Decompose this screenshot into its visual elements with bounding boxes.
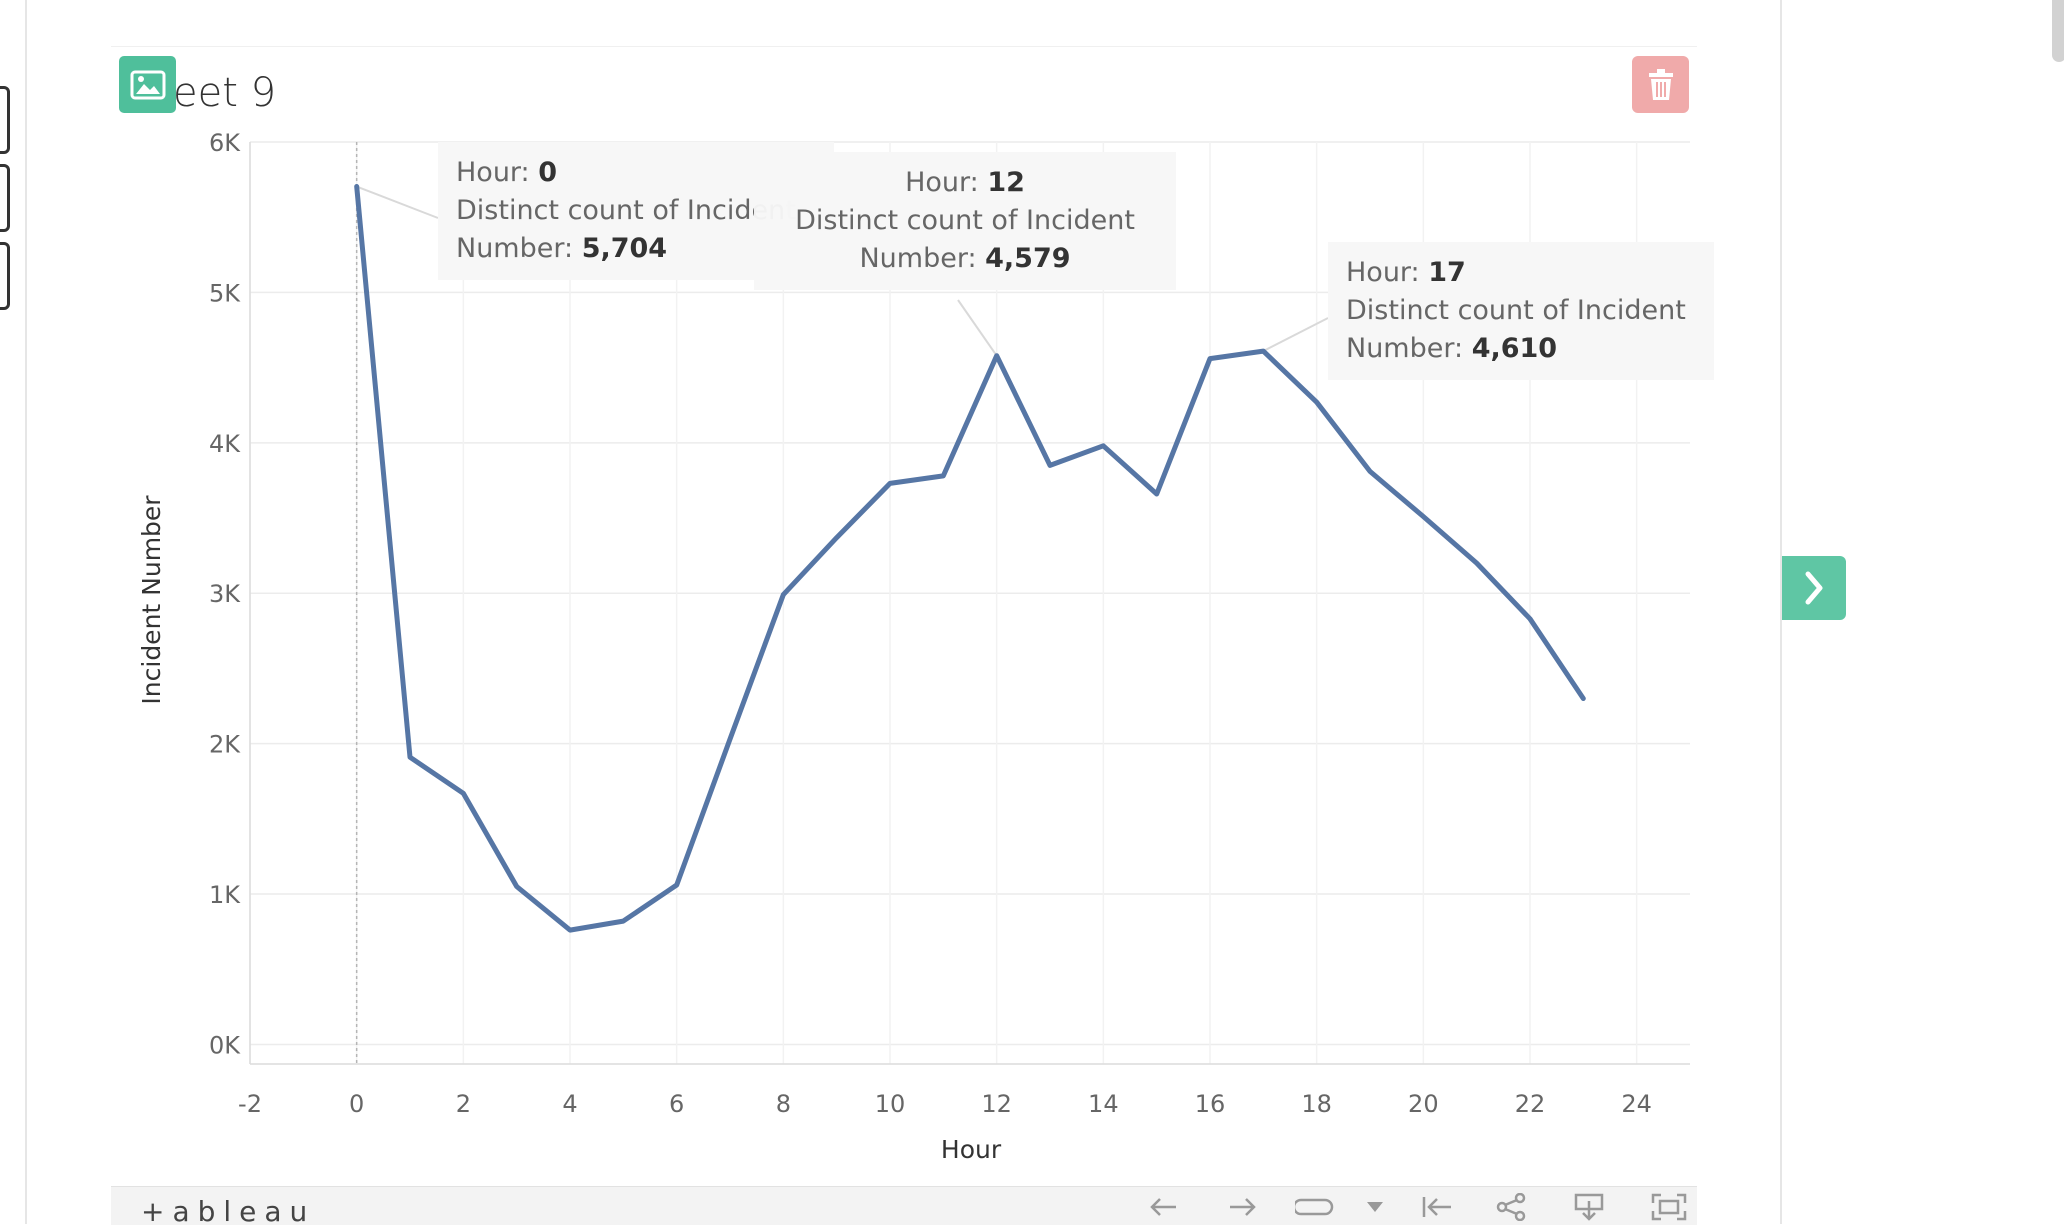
tooltip-label: Hour: bbox=[456, 157, 530, 188]
data-point[interactable] bbox=[884, 477, 896, 489]
data-point[interactable] bbox=[1577, 693, 1589, 705]
data-point[interactable] bbox=[937, 470, 949, 482]
tooltip-leader-line bbox=[356, 185, 439, 219]
data-point[interactable] bbox=[617, 915, 629, 927]
tooltip-label: Hour: bbox=[1346, 257, 1420, 288]
x-tick-label: 18 bbox=[1301, 1090, 1332, 1118]
scrollbar[interactable] bbox=[2052, 0, 2064, 62]
data-point[interactable] bbox=[1417, 511, 1429, 523]
data-point[interactable] bbox=[1364, 465, 1376, 477]
y-tick-label: 2K bbox=[209, 731, 241, 759]
next-button[interactable] bbox=[1782, 556, 1846, 620]
data-point[interactable] bbox=[404, 751, 416, 763]
x-tick-label: 10 bbox=[875, 1090, 906, 1118]
data-point[interactable] bbox=[671, 879, 683, 891]
image-icon bbox=[130, 70, 165, 99]
data-point[interactable] bbox=[991, 350, 1003, 362]
sheet-title: eet 9 bbox=[173, 70, 277, 116]
y-tick-label: 6K bbox=[209, 129, 241, 157]
data-point[interactable] bbox=[564, 924, 576, 936]
x-tick-label: -2 bbox=[238, 1090, 262, 1118]
left-rail bbox=[0, 0, 27, 1224]
data-point[interactable] bbox=[1524, 613, 1536, 625]
tableau-logo: +ableau bbox=[141, 1195, 316, 1228]
tooltip-value: 5,704 bbox=[581, 233, 668, 264]
rail-tab[interactable] bbox=[0, 86, 10, 154]
tooltip-label: Number: bbox=[1346, 333, 1464, 364]
data-point[interactable] bbox=[511, 881, 523, 893]
dropdown-icon[interactable] bbox=[1355, 1191, 1395, 1223]
y-tick-label: 3K bbox=[209, 580, 241, 608]
rail-tab[interactable] bbox=[0, 164, 10, 232]
tooltip-measure: Distinct count of Inciden bbox=[456, 195, 786, 226]
data-point[interactable] bbox=[1097, 440, 1109, 452]
chevron-right-icon bbox=[1805, 571, 1823, 605]
data-point[interactable] bbox=[1151, 488, 1163, 500]
x-tick-label: 12 bbox=[981, 1090, 1012, 1118]
x-tick-label: 24 bbox=[1621, 1090, 1652, 1118]
y-tick-label: 4K bbox=[209, 430, 241, 458]
tooltip-value: 4,579 bbox=[985, 243, 1071, 274]
x-axis-label: Hour bbox=[941, 1135, 1002, 1164]
rail-tab[interactable] bbox=[0, 242, 10, 310]
x-tick-label: 20 bbox=[1408, 1090, 1439, 1118]
data-point[interactable] bbox=[457, 787, 469, 799]
data-point[interactable] bbox=[1204, 353, 1216, 365]
tooltip-hour-17: Hour: 17 Distinct count of Incident Numb… bbox=[1328, 242, 1714, 380]
data-point[interactable] bbox=[1471, 557, 1483, 569]
tooltip-measure: Distinct count of Incident bbox=[1346, 295, 1686, 326]
data-point[interactable] bbox=[1257, 345, 1269, 357]
data-point[interactable] bbox=[777, 589, 789, 601]
tooltip-leader-line bbox=[957, 299, 998, 357]
x-tick-label: 6 bbox=[669, 1090, 684, 1118]
delete-button[interactable] bbox=[1632, 56, 1689, 113]
tooltip-value: 4,610 bbox=[1471, 333, 1558, 364]
tooltip-label: Number: bbox=[456, 233, 574, 264]
fullscreen-icon[interactable] bbox=[1649, 1191, 1689, 1223]
x-tick-label: 2 bbox=[456, 1090, 471, 1118]
image-button[interactable] bbox=[119, 56, 176, 113]
x-tick-label: 0 bbox=[349, 1090, 364, 1118]
tooltip-label: Number: bbox=[859, 243, 977, 274]
revert-icon[interactable] bbox=[1295, 1191, 1335, 1223]
right-divider bbox=[1780, 0, 1782, 1224]
data-point[interactable] bbox=[1311, 396, 1323, 408]
y-tick-label: 5K bbox=[209, 279, 241, 307]
data-point[interactable] bbox=[351, 181, 363, 193]
tooltip-measure: Distinct count of Incident bbox=[795, 205, 1135, 236]
y-tick-label: 0K bbox=[209, 1031, 241, 1059]
x-tick-label: 16 bbox=[1195, 1090, 1226, 1118]
data-point[interactable] bbox=[1044, 459, 1056, 471]
x-tick-label: 8 bbox=[776, 1090, 791, 1118]
series-line[interactable] bbox=[354, 184, 1586, 933]
tooltip-hour-12: Hour: 12 Distinct count of Incident Numb… bbox=[754, 152, 1176, 290]
tooltip-leader-line bbox=[1262, 317, 1329, 352]
x-tick-label: 22 bbox=[1515, 1090, 1546, 1118]
trash-icon bbox=[1648, 68, 1673, 100]
tooltip-hour-value: 12 bbox=[987, 167, 1025, 198]
data-point[interactable] bbox=[831, 532, 843, 544]
tooltip-hour-value: 0 bbox=[538, 157, 558, 188]
y-tick-label: 1K bbox=[209, 881, 241, 909]
reset-icon[interactable] bbox=[1417, 1191, 1457, 1223]
data-point[interactable] bbox=[724, 733, 736, 745]
redo-icon[interactable] bbox=[1223, 1191, 1263, 1223]
y-axis-label: Incident Number bbox=[137, 495, 166, 705]
share-icon[interactable] bbox=[1491, 1191, 1531, 1223]
tableau-toolbar: +ableau bbox=[111, 1186, 1697, 1228]
download-icon[interactable] bbox=[1569, 1191, 1609, 1223]
undo-icon[interactable] bbox=[1143, 1191, 1183, 1223]
x-tick-label: 4 bbox=[562, 1090, 577, 1118]
tooltip-label: Hour: bbox=[905, 167, 979, 198]
tooltip-hour-value: 17 bbox=[1428, 257, 1466, 288]
x-tick-label: 14 bbox=[1088, 1090, 1119, 1118]
